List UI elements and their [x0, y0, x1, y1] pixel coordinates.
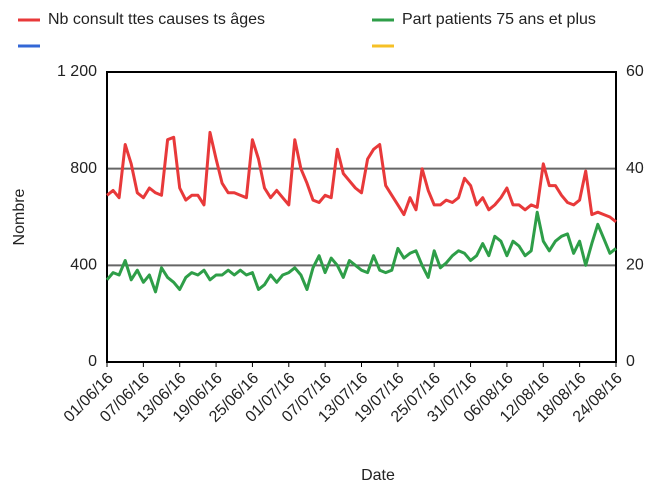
- y-tick-label: 1 200: [57, 63, 97, 80]
- x-axis-label: Date: [361, 467, 395, 484]
- y2-tick-label: 20: [626, 257, 644, 274]
- y2-tick-label: 40: [626, 160, 644, 177]
- y-tick-label: 800: [70, 160, 97, 177]
- legend-label: Part patients 75 ans et plus: [402, 11, 596, 28]
- y-axis-label: Nombre: [11, 188, 28, 245]
- legend-label: Nb consult ttes causes ts âges: [48, 11, 265, 28]
- series-line: [106, 130, 617, 223]
- y2-tick-label: 60: [626, 63, 644, 80]
- series-line: [105, 210, 617, 294]
- y-tick-label: 400: [70, 257, 97, 274]
- y-tick-label: 0: [88, 353, 97, 370]
- y2-tick-label: 0: [626, 353, 635, 370]
